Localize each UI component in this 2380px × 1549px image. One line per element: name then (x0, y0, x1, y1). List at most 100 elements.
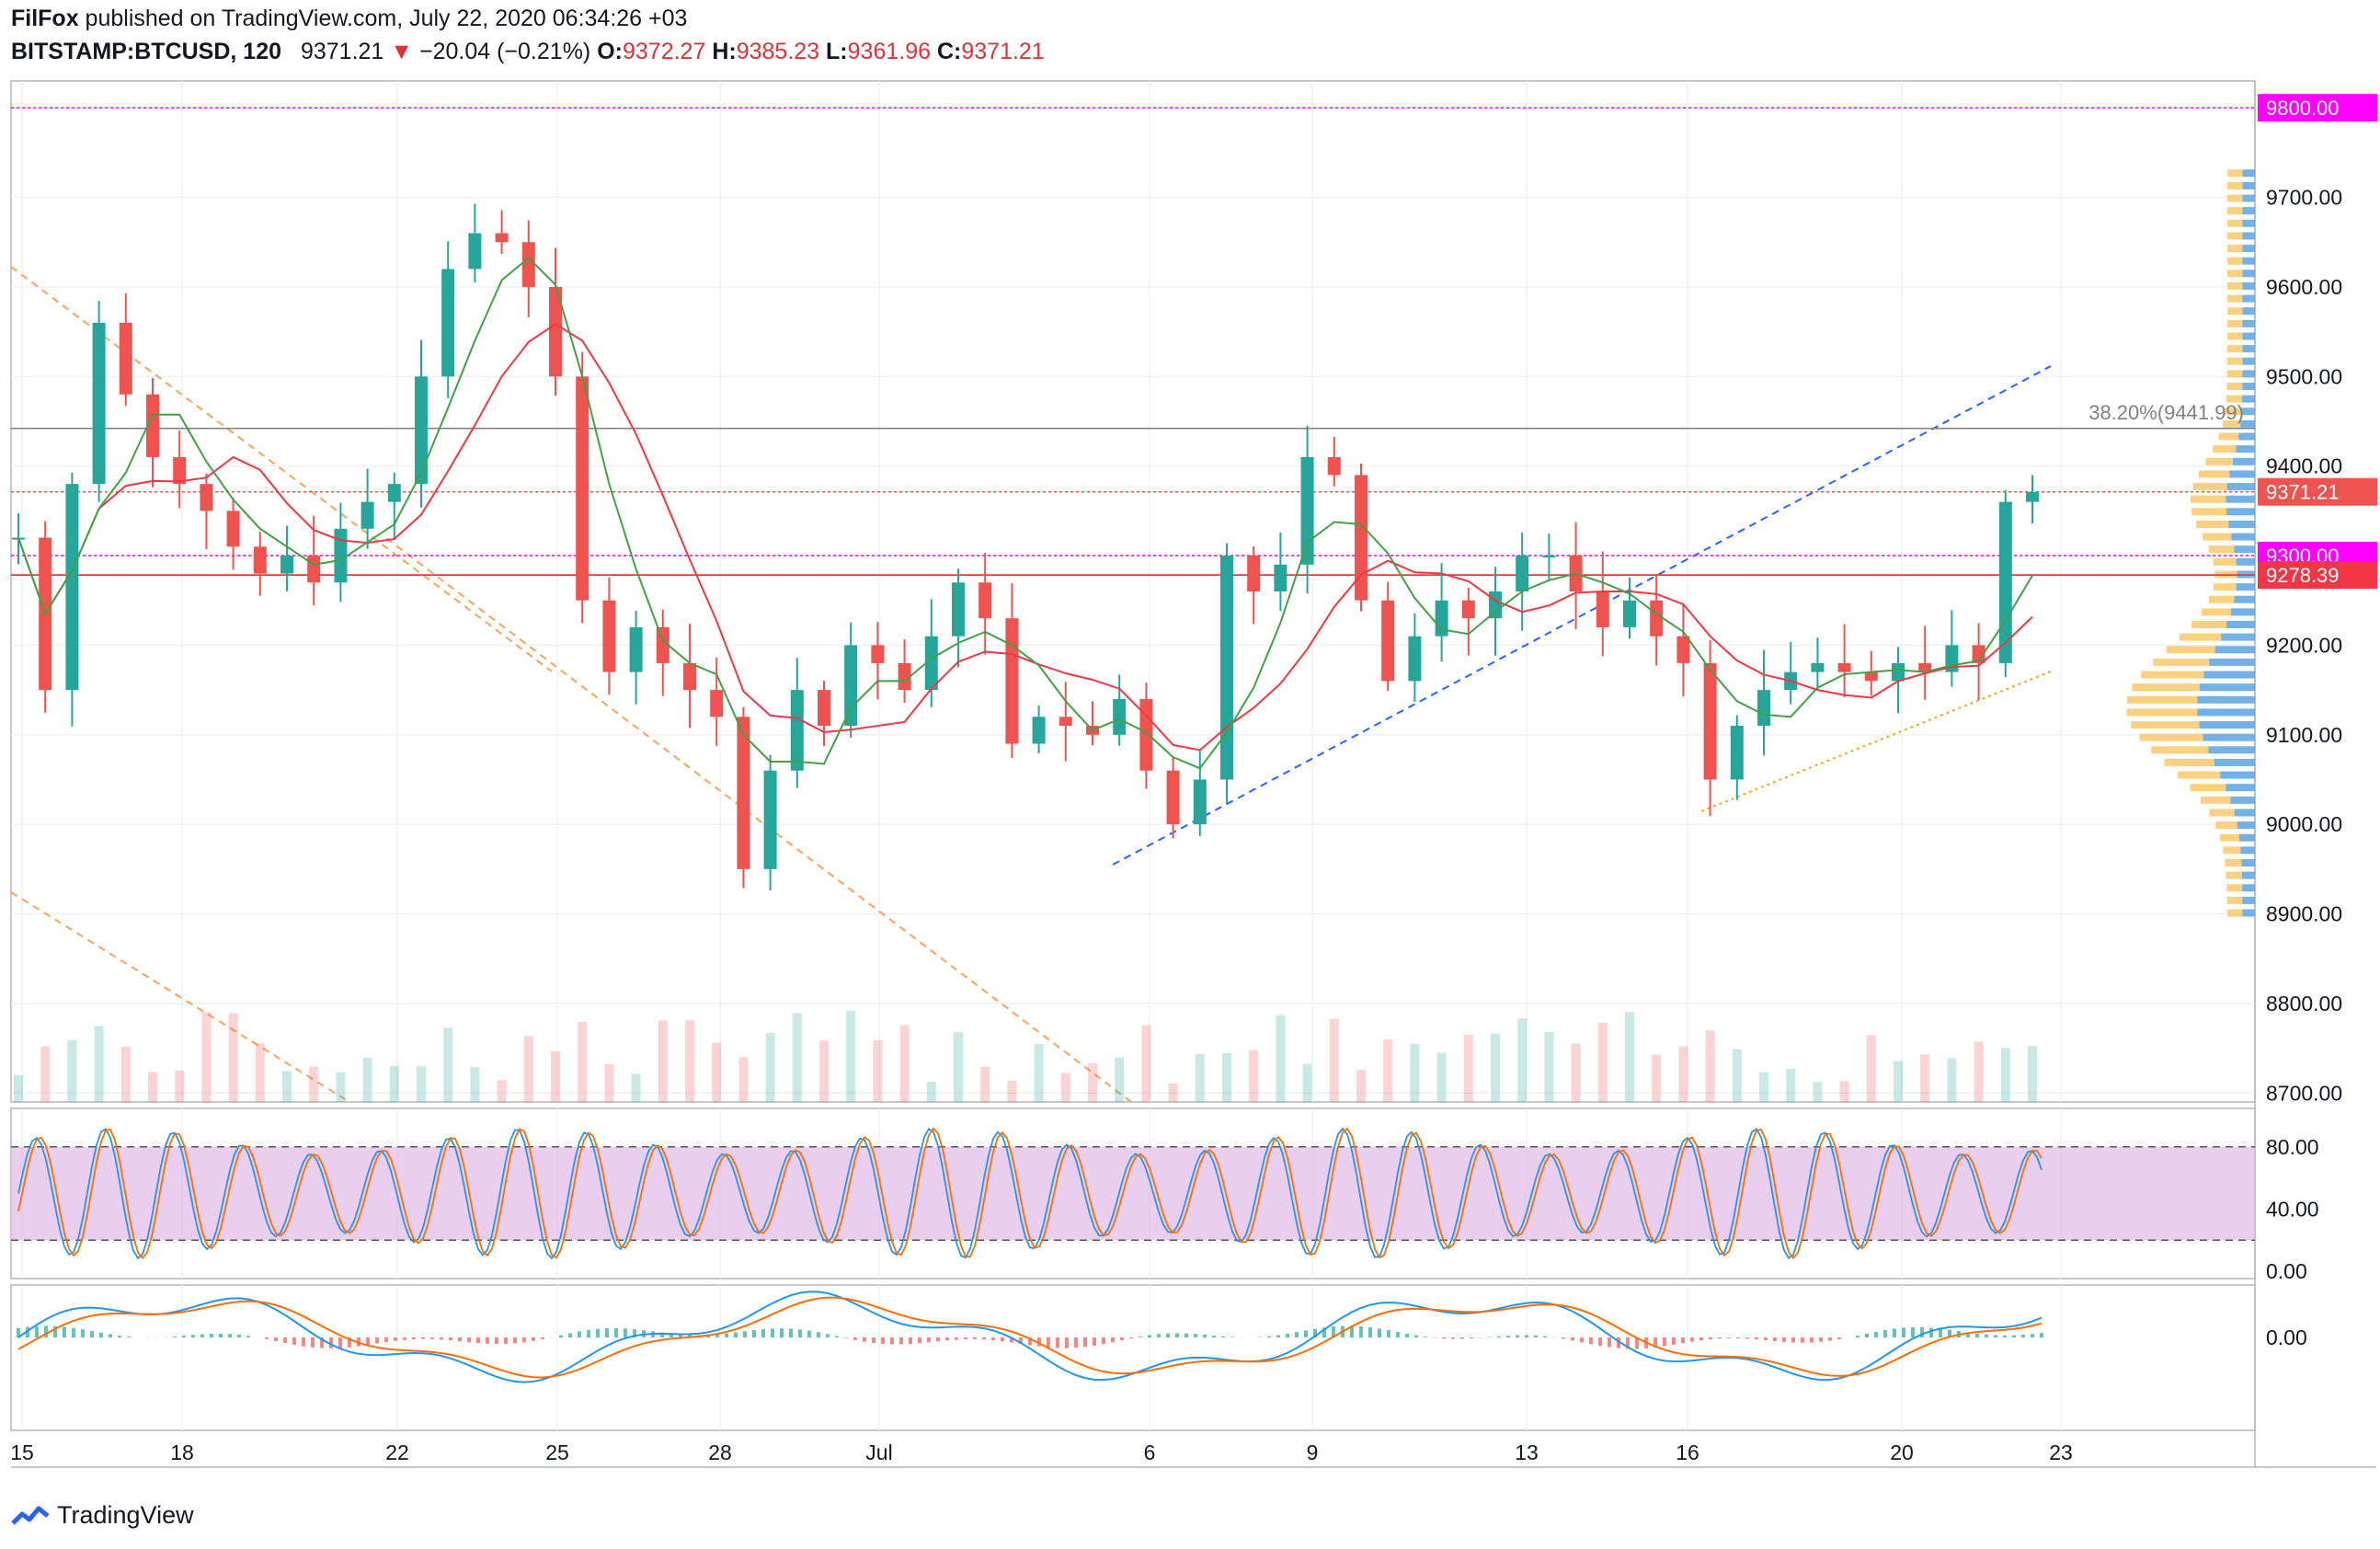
macd-hist (1856, 1336, 1859, 1337)
macd-hist (1819, 1337, 1823, 1342)
macd-hist (1074, 1337, 1078, 1348)
volume-bar (1249, 1050, 1259, 1102)
volume-profile-bar (2220, 833, 2239, 842)
candle (468, 233, 482, 270)
candle (1220, 556, 1233, 780)
macd-hist (302, 1337, 305, 1347)
volume-profile-bar (2151, 746, 2209, 754)
volume-bar (2000, 1048, 2010, 1102)
macd-hist (504, 1337, 508, 1345)
candle (549, 286, 562, 377)
publisher-name[interactable]: FilFox (11, 6, 79, 31)
price-axis-label (2258, 477, 2377, 506)
volume-profile-bar (2234, 595, 2255, 603)
macd-hist (660, 1332, 664, 1337)
volume-profile-bar (2226, 508, 2255, 516)
macd-hist (2040, 1333, 2043, 1337)
trendline-orange (10, 266, 553, 672)
macd-hist (1745, 1337, 1749, 1339)
volume-profile-bar (2126, 708, 2198, 717)
candle (173, 456, 187, 485)
volume-bar (1329, 1018, 1339, 1102)
candle (1300, 456, 1314, 565)
volume-bar (1007, 1081, 1017, 1102)
volume-profile-bar (2226, 383, 2243, 390)
macd-hist (669, 1333, 673, 1337)
macd-tick-label: 0.00 (2266, 1325, 2307, 1349)
volume-profile-bar (2203, 671, 2255, 679)
volume-profile-bar (2226, 307, 2243, 316)
open-value: 9372.27 (622, 39, 706, 64)
volume-profile-bar (2209, 595, 2235, 603)
macd-hist (274, 1337, 278, 1341)
macd-hist (1837, 1337, 1841, 1340)
macd-hist (1010, 1337, 1013, 1343)
macd-hist (1828, 1337, 1832, 1341)
close-label: C: (936, 39, 962, 64)
trendline-blue (1112, 365, 2052, 866)
macd-hist (1019, 1337, 1023, 1344)
volume-bar (1276, 1015, 1286, 1102)
candle (521, 242, 535, 287)
volume-bar (1786, 1068, 1796, 1102)
price-axis-label-text: 9800.00 (2266, 97, 2340, 120)
macd-hist (780, 1328, 784, 1337)
x-tick-label: 18 (170, 1440, 194, 1464)
volume-bar (685, 1020, 694, 1102)
macd-hist (1506, 1335, 1510, 1337)
macd-hist (633, 1329, 636, 1337)
macd-hist (384, 1337, 388, 1343)
volume-profile-bar (2229, 470, 2255, 478)
volume-profile-bar (2227, 257, 2243, 265)
macd-pane (10, 1284, 2256, 1431)
macd-hist (853, 1337, 857, 1340)
macd-hist (1608, 1337, 1611, 1348)
volume-bar (792, 1013, 802, 1102)
macd-hist (1350, 1325, 1354, 1337)
volume-bar (712, 1042, 722, 1102)
candle (763, 770, 777, 869)
volume-profile-bar (2197, 708, 2255, 717)
macd-hist (982, 1337, 986, 1340)
macd-hist (1129, 1337, 1133, 1338)
macd-hist (210, 1333, 213, 1337)
macd-hist (964, 1337, 967, 1340)
x-tick-label: 15 (10, 1440, 34, 1464)
volume-bar (899, 1025, 910, 1102)
price-axis-label (2258, 94, 2377, 122)
macd-hist (403, 1337, 406, 1340)
change-value: −20.04 (−0.21%) (419, 39, 591, 64)
stoch-tick-label: 0.00 (2266, 1259, 2307, 1283)
low-value: 9361.96 (847, 39, 932, 64)
macd-hist (1617, 1337, 1620, 1348)
volume-bar (1759, 1072, 1768, 1102)
macd-hist (1562, 1337, 1565, 1339)
macd-hist (26, 1326, 29, 1337)
candle (1166, 770, 1180, 825)
macd-hist (1056, 1337, 1059, 1348)
candle (280, 556, 293, 574)
macd-hist (200, 1334, 204, 1337)
macd-hist (1460, 1337, 1464, 1339)
volume-profile-bar (2209, 658, 2255, 666)
candle (1139, 698, 1153, 771)
macd-hist (559, 1335, 563, 1337)
volume-profile-bar (2164, 758, 2214, 766)
macd-hist (1994, 1335, 1997, 1337)
macd-hist (1516, 1335, 1519, 1337)
volume-profile-bar (2209, 809, 2235, 817)
volume-bar (658, 1020, 668, 1102)
macd-hist (1396, 1331, 1400, 1337)
symbol-label[interactable]: BITSTAMP:BTCUSD, 120 (11, 39, 282, 64)
publish-info: FilFox published on TradingView.com, Jul… (11, 6, 687, 32)
macd-hist (1653, 1337, 1657, 1348)
macd-hist (2012, 1335, 2016, 1337)
macd-hist (1313, 1328, 1317, 1337)
macd-hist (486, 1337, 489, 1344)
candle (1355, 475, 1367, 601)
tradingview-logo[interactable]: TradingView (11, 1501, 194, 1530)
volume-profile-bar (2199, 721, 2255, 729)
volume-profile-bar (2190, 495, 2226, 503)
volume-profile-bar (2197, 695, 2255, 704)
